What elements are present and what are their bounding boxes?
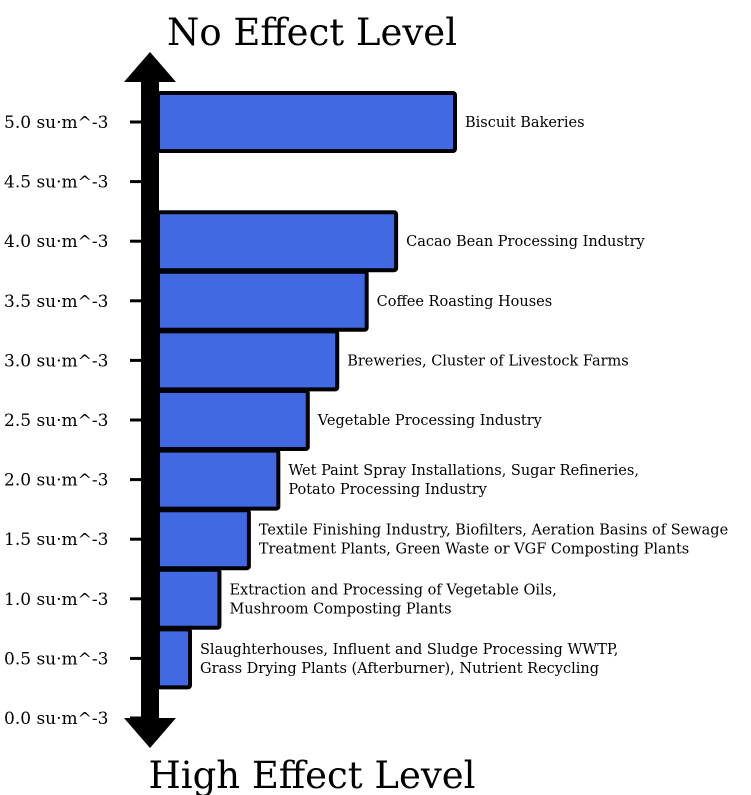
tick-label: 3.0 su·m^-3: [4, 351, 108, 371]
bar-label: Mushroom Composting Plants: [229, 601, 451, 617]
bar: [156, 567, 222, 630]
bar: [156, 210, 399, 273]
tick-label: 0.0 su·m^-3: [4, 709, 108, 729]
bar-label: Wet Paint Spray Installations, Sugar Ref…: [288, 463, 639, 479]
tick-label: 2.0 su·m^-3: [4, 471, 108, 491]
bar: [156, 508, 251, 571]
bar-label: Textile Finishing Industry, Biofilters, …: [259, 523, 728, 539]
tick-labels: 0.0 su·m^-3 0.5 su·m^-3 1.0 su·m^-3 1.5 su·…: [4, 113, 142, 729]
axis-shaft: [141, 76, 159, 726]
tick-label: 1.5 su·m^-3: [4, 530, 108, 550]
bar-label: Grass Drying Plants (Afterburner), Nutri…: [200, 661, 599, 677]
tick-label: 0.5 su·m^-3: [4, 649, 108, 669]
bar: [156, 269, 369, 332]
axis-arrow-down-icon: [124, 718, 176, 748]
bar: [156, 627, 192, 690]
bar-labels: Slaughterhouses, Influent and Sludge Pro…: [200, 115, 728, 677]
bar-label: Extraction and Processing of Vegetable O…: [229, 582, 556, 598]
bar-label: Slaughterhouses, Influent and Sludge Pro…: [200, 642, 618, 658]
top-title: No Effect Level: [167, 11, 457, 54]
tick-label: 5.0 su·m^-3: [4, 113, 108, 133]
bar-label: Potato Processing Industry: [288, 482, 487, 498]
bar-label: Vegetable Processing Industry: [317, 413, 543, 429]
bottom-title: High Effect Level: [148, 754, 475, 795]
vertical-axis: [124, 52, 176, 748]
tick-label: 1.0 su·m^-3: [4, 590, 108, 610]
bar: [156, 91, 457, 153]
bar-label: Cacao Bean Processing Industry: [406, 234, 645, 250]
bar-label: Treatment Plants, Green Waste or VGF Com…: [259, 542, 689, 558]
bar-label: Breweries, Cluster of Livestock Farms: [347, 353, 629, 369]
tick-label: 2.5 su·m^-3: [4, 411, 108, 431]
bar: [156, 448, 281, 511]
bar-label: Coffee Roasting Houses: [377, 294, 553, 310]
tick-label: 4.0 su·m^-3: [4, 232, 108, 252]
bar: [156, 329, 340, 392]
axis-arrow-up-icon: [124, 52, 176, 82]
tick-label: 3.5 su·m^-3: [4, 292, 108, 312]
bar: [156, 389, 310, 451]
tick-label: 4.5 su·m^-3: [4, 173, 108, 193]
bar-label: Biscuit Bakeries: [465, 115, 585, 131]
